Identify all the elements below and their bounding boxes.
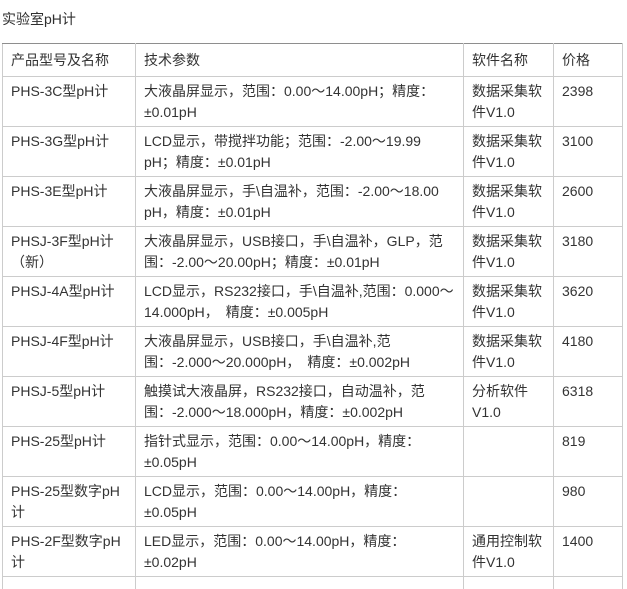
page-title: 实验室pH计 [2, 11, 76, 27]
tech-specs-cell [135, 576, 464, 589]
software-cell: 数据采集软件V1.0 [463, 276, 554, 327]
software-cell [463, 426, 554, 477]
header-price: 价格 [553, 43, 623, 77]
table-row: PHS-3G型pH计 LCD显示，带搅拌功能；范围：-2.00～19.99 pH… [2, 126, 623, 177]
tech-specs-cell: 大液晶屏显示，手\自温补，范围：-2.00～18.00 pH，精度：±0.01p… [135, 176, 464, 227]
price-cell [553, 576, 623, 589]
product-model-cell: PHS-2F型数字pH计 [2, 526, 136, 577]
price-cell: 3620 [553, 276, 623, 327]
software-cell: 数据采集软件V1.0 [463, 176, 554, 227]
tech-specs-cell: 大液晶屏显示，USB接口，手\自温补，GLP，范围：-2.00～20.00pH；… [135, 226, 464, 277]
table-row-partial [2, 576, 623, 589]
tech-specs-cell: LCD显示，范围：0.00～14.00pH，精度：±0.05pH [135, 476, 464, 527]
table-row: PHS-3C型pH计 大液晶屏显示，范围：0.00～14.00pH；精度：±0.… [2, 76, 623, 127]
header-software-name: 软件名称 [463, 43, 554, 77]
tech-specs-cell: LCD显示，RS232接口，手\自温补,范围：0.000～14.000pH， 精… [135, 276, 464, 327]
tech-specs-cell: LCD显示，带搅拌功能；范围：-2.00～19.99 pH；精度：±0.01pH [135, 126, 464, 177]
software-cell: 数据采集软件V1.0 [463, 226, 554, 277]
software-cell: 数据采集软件V1.0 [463, 326, 554, 377]
software-cell: 数据采集软件V1.0 [463, 76, 554, 127]
product-model-cell: PHS-25型pH计 [2, 426, 136, 477]
product-model-cell: PHSJ-3F型pH计（新） [2, 226, 136, 277]
table-row: PHSJ-3F型pH计（新） 大液晶屏显示，USB接口，手\自温补，GLP，范围… [2, 226, 623, 277]
tech-specs-cell: 指针式显示，范围：0.00～14.00pH，精度：±0.05pH [135, 426, 464, 477]
table-row: PHS-2F型数字pH计 LED显示，范围：0.00～14.00pH，精度：±0… [2, 526, 623, 577]
tech-specs-cell: 大液晶屏显示，范围：0.00～14.00pH；精度：±0.01pH [135, 76, 464, 127]
product-model-cell: PHSJ-4F型pH计 [2, 326, 136, 377]
price-cell: 1400 [553, 526, 623, 577]
table-row: PHSJ-5型pH计 触摸试大液晶屏，RS232接口，自动温补，范围：-2.00… [2, 376, 623, 427]
price-cell: 3180 [553, 226, 623, 277]
product-model-cell: PHS-3E型pH计 [2, 176, 136, 227]
table-row: PHSJ-4A型pH计 LCD显示，RS232接口，手\自温补,范围：0.000… [2, 276, 623, 327]
ph-meter-product-table: 产品型号及名称 技术参数 软件名称 价格 PHS-3C型pH计 大液晶屏显示，范… [2, 43, 623, 589]
price-cell: 4180 [553, 326, 623, 377]
table-row: PHS-3E型pH计 大液晶屏显示，手\自温补，范围：-2.00～18.00 p… [2, 176, 623, 227]
price-cell: 2398 [553, 76, 623, 127]
price-cell: 819 [553, 426, 623, 477]
software-cell: 数据采集软件V1.0 [463, 126, 554, 177]
header-product-model: 产品型号及名称 [2, 43, 136, 77]
product-model-cell: PHS-25型数字pH计 [2, 476, 136, 527]
software-cell: 通用控制软件V1.0 [463, 526, 554, 577]
price-cell: 6318 [553, 376, 623, 427]
price-cell: 2600 [553, 176, 623, 227]
product-model-cell: PHSJ-4A型pH计 [2, 276, 136, 327]
header-tech-specs: 技术参数 [135, 43, 464, 77]
tech-specs-cell: 大液晶屏显示，USB接口，手\自温补,范围：-2.000～20.000pH， 精… [135, 326, 464, 377]
software-cell [463, 476, 554, 527]
software-cell [463, 576, 554, 589]
table-row: PHSJ-4F型pH计 大液晶屏显示，USB接口，手\自温补,范围：-2.000… [2, 326, 623, 377]
table-row: PHS-25型数字pH计 LCD显示，范围：0.00～14.00pH，精度：±0… [2, 476, 623, 527]
table-row: PHS-25型pH计 指针式显示，范围：0.00～14.00pH，精度：±0.0… [2, 426, 623, 477]
table-header-row: 产品型号及名称 技术参数 软件名称 价格 [2, 43, 623, 77]
product-model-cell: PHS-3G型pH计 [2, 126, 136, 177]
tech-specs-cell: 触摸试大液晶屏，RS232接口，自动温补，范围：-2.000～18.000pH，… [135, 376, 464, 427]
product-model-cell [2, 576, 136, 589]
software-cell: 分析软件V1.0 [463, 376, 554, 427]
price-cell: 980 [553, 476, 623, 527]
price-cell: 3100 [553, 126, 623, 177]
product-model-cell: PHSJ-5型pH计 [2, 376, 136, 427]
tech-specs-cell: LED显示，范围：0.00～14.00pH，精度：±0.02pH [135, 526, 464, 577]
product-model-cell: PHS-3C型pH计 [2, 76, 136, 127]
